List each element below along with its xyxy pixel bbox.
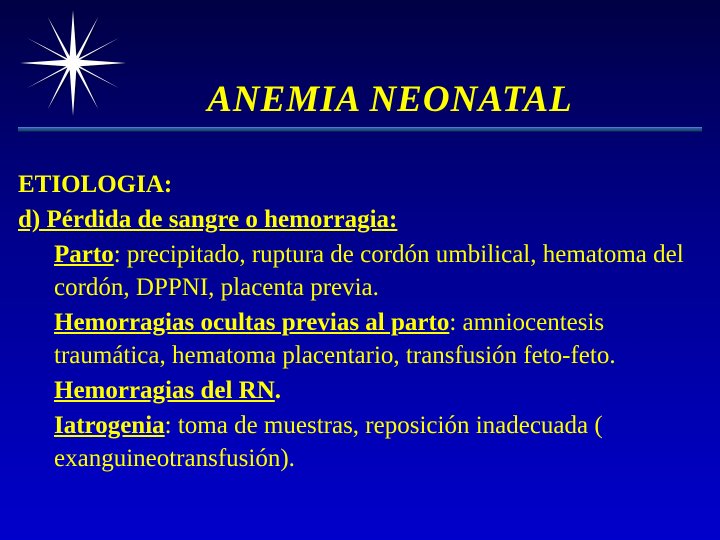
header: ANEMIA NEONATAL (0, 0, 720, 150)
item-hemorragias-ocultas: Hemorragias ocultas previas al parto: am… (18, 306, 702, 372)
content-area: ETIOLOGIA: d) Pérdida de sangre o hemorr… (0, 150, 720, 475)
title-divider (18, 127, 702, 132)
item-parto: Parto: precipitado, ruptura de cordón um… (18, 238, 702, 304)
iatro-label: Iatrogenia (54, 412, 165, 439)
starburst-icon (18, 8, 128, 118)
etiology-heading: ETIOLOGIA: (18, 168, 702, 201)
parto-text: : precipitado, ruptura de cordón umbilic… (54, 241, 684, 301)
section-d-heading: d) Pérdida de sangre o hemorragia: (18, 203, 702, 236)
d-heading-colon: : (389, 206, 397, 233)
hem-rn-text: . (275, 377, 281, 404)
parto-label: Parto (54, 241, 114, 268)
hem-ocultas-label: Hemorragias ocultas previas al parto (54, 309, 449, 336)
hem-rn-label: Hemorragias del RN (54, 377, 275, 404)
d-heading-text: d) Pérdida de sangre o hemorragia (18, 206, 389, 233)
item-hemorragias-rn: Hemorragias del RN. (18, 374, 702, 407)
item-iatrogenia: Iatrogenia: toma de muestras, reposición… (18, 409, 702, 475)
